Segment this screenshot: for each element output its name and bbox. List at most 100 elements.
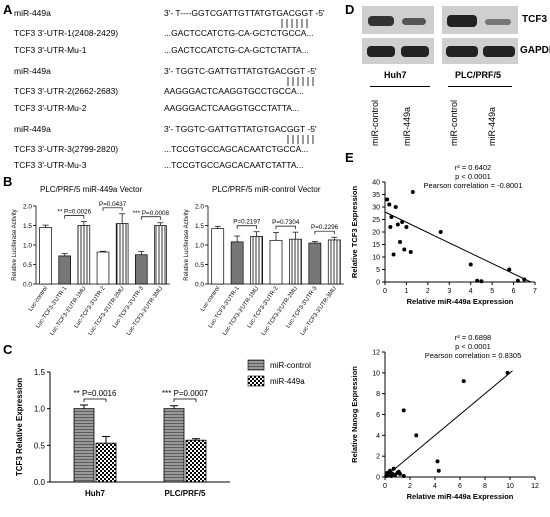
data-point	[398, 240, 402, 244]
data-point	[393, 205, 398, 209]
y-tick-label: 2	[376, 454, 380, 461]
chart-b-right: PLC/PRF/5 miR-control Vector 0.0 0.5 1.0 1.5…	[184, 185, 344, 337]
y-tick-label: 25	[372, 217, 380, 224]
bar	[95, 442, 117, 483]
stat-label: r² = 0.6402	[455, 163, 491, 172]
data-point	[522, 277, 527, 282]
significance-bracket	[275, 225, 296, 230]
data-point	[387, 202, 392, 207]
x-tick-label: 10	[506, 483, 514, 490]
seq-text: ...TCCGTGCCAGCACAATCTGCCA...	[164, 144, 309, 154]
tcf3-label: TCF3	[522, 14, 547, 25]
x-tick-label: 0	[383, 288, 387, 295]
y-tick-label: 1.0	[23, 243, 32, 250]
y-tick-label: 0.5	[34, 441, 46, 450]
data-point	[475, 278, 480, 283]
seq-name: miR-449a	[14, 124, 51, 134]
chart-e-bottom: 0 2 4 6 8 10 12 0 2 4 6 8 10 12 Relative miR-449a Expr…	[350, 333, 539, 501]
data-point	[505, 370, 510, 375]
pairing-lines	[281, 19, 314, 144]
cell-line-label: PLC/PRF/5	[455, 70, 502, 80]
data-point	[395, 222, 400, 227]
p-value-label: ** P=0.0026	[57, 209, 91, 216]
cell-line-label: Huh7	[384, 70, 407, 80]
data-point	[401, 473, 406, 478]
bar	[77, 225, 91, 285]
blot-plc-gapdh	[442, 38, 518, 64]
bar	[230, 241, 244, 285]
y-tick-label: 0.0	[195, 282, 204, 289]
x-tick-label: 3	[447, 288, 451, 295]
data-point	[436, 468, 441, 473]
data-point	[435, 459, 440, 464]
y-tick-label: 1.5	[23, 223, 32, 230]
seq-text: 3'- TGGTC-GATTGTTATGTGACGGT -5'	[164, 124, 317, 134]
data-point	[507, 267, 512, 272]
blot-huh7-tcf3	[362, 6, 434, 34]
blot-huh7-gapdh	[362, 38, 434, 64]
x-tick-label: Luc-TCF3-3'UTR-1MU	[222, 286, 260, 337]
y-axis-label: TCF3 Relative Expression	[15, 378, 24, 476]
x-tick-label: 4	[433, 483, 437, 490]
y-axis-label: Relative TCF3 Expression	[350, 186, 359, 279]
lane-labels: miR-control miR-449a miR-control miR-449…	[370, 100, 497, 146]
bar	[327, 239, 341, 285]
fit-line	[384, 211, 531, 283]
data-point	[398, 471, 402, 476]
y-axis-label: Relative Luciferase Activity	[184, 209, 190, 280]
significance-bracket	[64, 215, 85, 219]
x-tick-label: 4	[469, 288, 473, 295]
chart-e-top: 0 1 2 3 4 5 6 7 0 5 10 15 20 25 30 35 40 Relative miR-449…	[350, 163, 537, 306]
p-value-label: ** P=0.0016	[74, 389, 117, 398]
data-point	[402, 247, 407, 252]
significance-bracket	[236, 225, 257, 229]
stat-label: p < 0.0001	[455, 342, 491, 351]
x-tick-label: Luc-TCF3-3'UTR-3MU	[126, 286, 164, 337]
y-tick-label: 0	[376, 475, 380, 482]
y-tick-label: 10	[372, 255, 380, 262]
seq-name: miR-449a	[14, 66, 51, 76]
p-value-label: P=0.0437	[99, 201, 127, 208]
bar	[154, 225, 167, 285]
y-tick-label: 0.5	[23, 262, 32, 269]
data-point	[391, 466, 396, 471]
x-tick-label: Luc-control	[200, 286, 221, 313]
significance-bracket	[173, 398, 197, 402]
y-tick-label: 1.5	[34, 368, 46, 377]
x-tick-label: 12	[531, 483, 539, 490]
y-tick-label: 2.0	[23, 204, 32, 211]
seq-text: 3'- T----GGTCGATTGTTATGTGACGGT -5'	[164, 8, 325, 18]
stat-label: Pearson correlation = -0.8001	[423, 181, 522, 190]
x-tick-label: 6	[458, 483, 462, 490]
bar	[211, 228, 225, 285]
data-point	[388, 225, 393, 229]
x-tick-label: PLC/PRF/5	[165, 489, 206, 498]
seq-name: TCF3 3'-UTR-Mu-3	[14, 160, 87, 170]
bar	[163, 408, 185, 483]
y-tick-label: 8	[376, 391, 380, 398]
chart-title: PLC/PRF/5 miR-449a Vector	[40, 185, 143, 194]
fit-line	[384, 370, 513, 478]
data-point	[438, 230, 443, 234]
bar	[185, 439, 207, 483]
data-point	[461, 379, 466, 384]
y-tick-label: 0.0	[34, 478, 46, 487]
y-tick-label: 12	[372, 350, 380, 357]
data-point	[389, 215, 394, 219]
p-value-label: P=0.2296	[311, 224, 339, 231]
data-point	[468, 262, 473, 267]
seq-text: ...GACTCCATCTG-CA-GCTCTATTA...	[164, 45, 309, 55]
data-point	[410, 190, 415, 194]
panel-label-a: A	[3, 2, 13, 17]
x-tick-label: 8	[483, 483, 487, 490]
y-tick-label: 6	[376, 412, 380, 419]
x-tick-label: 1	[404, 288, 408, 295]
x-tick-label: Huh7	[85, 489, 106, 498]
bar	[96, 251, 110, 285]
bar	[250, 236, 263, 285]
seq-text: AAGGGACTCAAGGTGCCTGCCA...	[164, 86, 304, 96]
chart-title: PLC/PRF/5 miR-control Vector	[212, 185, 321, 194]
seq-name: TCF3 3'-UTR-1(2408-2429)	[14, 28, 119, 38]
blot-plc-tcf3	[442, 6, 518, 34]
